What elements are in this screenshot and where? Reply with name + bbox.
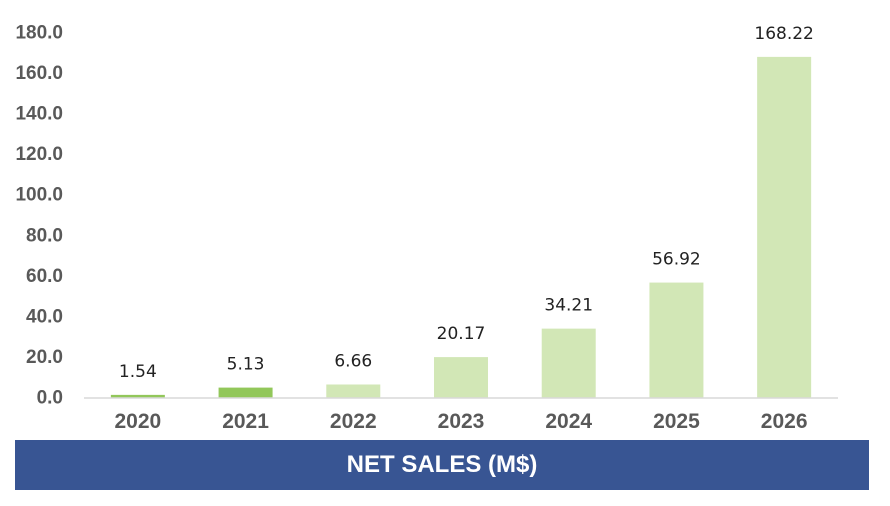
y-tick-label: 120.0 — [15, 144, 63, 165]
y-tick-label: 140.0 — [15, 104, 63, 125]
y-tick-label: 180.0 — [15, 23, 63, 44]
chart-title-banner: NET SALES (M$) — [15, 440, 869, 490]
x-tick-label-2020: 2020 — [114, 410, 161, 433]
chart-title: NET SALES (M$) — [346, 451, 538, 478]
bar-2020 — [110, 394, 165, 398]
x-tick-label-2022: 2022 — [330, 410, 377, 433]
data-label-2021: 5.13 — [227, 355, 265, 375]
data-label-2023: 20.17 — [437, 324, 486, 344]
x-tick-label-2025: 2025 — [653, 410, 700, 433]
y-tick-label: 160.0 — [15, 63, 63, 84]
net-sales-bar-chart: 0.0 20.0 40.0 60.0 80.0 100.0 120.0 140.0 160.0 1… — [15, 23, 838, 433]
x-tick-label-2026: 2026 — [761, 410, 808, 433]
bar-2021 — [218, 387, 273, 398]
y-tick-label: 100.0 — [15, 185, 63, 206]
y-tick-label: 20.0 — [26, 347, 63, 368]
x-axis: 2020 2021 2022 2023 2024 2025 2026 — [114, 410, 807, 433]
bar-2025 — [649, 282, 704, 398]
data-labels: 1.54 5.13 6.66 20.17 34.21 56.92 168.22 — [119, 24, 814, 382]
data-label-2020: 1.54 — [119, 362, 157, 382]
bar-2023 — [434, 357, 488, 398]
x-tick-label-2021: 2021 — [222, 410, 269, 433]
y-axis: 0.0 20.0 40.0 60.0 80.0 100.0 120.0 140.0 160.0 1… — [15, 23, 63, 409]
x-tick-label-2024: 2024 — [545, 410, 592, 433]
bar-2026 — [757, 56, 812, 399]
data-label-2026: 168.22 — [754, 24, 813, 44]
bar-2022 — [326, 384, 381, 398]
x-tick-label-2023: 2023 — [438, 410, 485, 433]
y-tick-label: 0.0 — [37, 388, 63, 409]
y-tick-label: 60.0 — [26, 266, 63, 287]
data-label-2024: 34.21 — [544, 296, 593, 316]
data-label-2025: 56.92 — [652, 250, 701, 270]
y-tick-label: 80.0 — [26, 225, 63, 246]
y-tick-label: 40.0 — [26, 306, 63, 327]
bar-2024 — [541, 328, 596, 398]
data-label-2022: 6.66 — [334, 351, 372, 371]
bars — [110, 56, 812, 399]
